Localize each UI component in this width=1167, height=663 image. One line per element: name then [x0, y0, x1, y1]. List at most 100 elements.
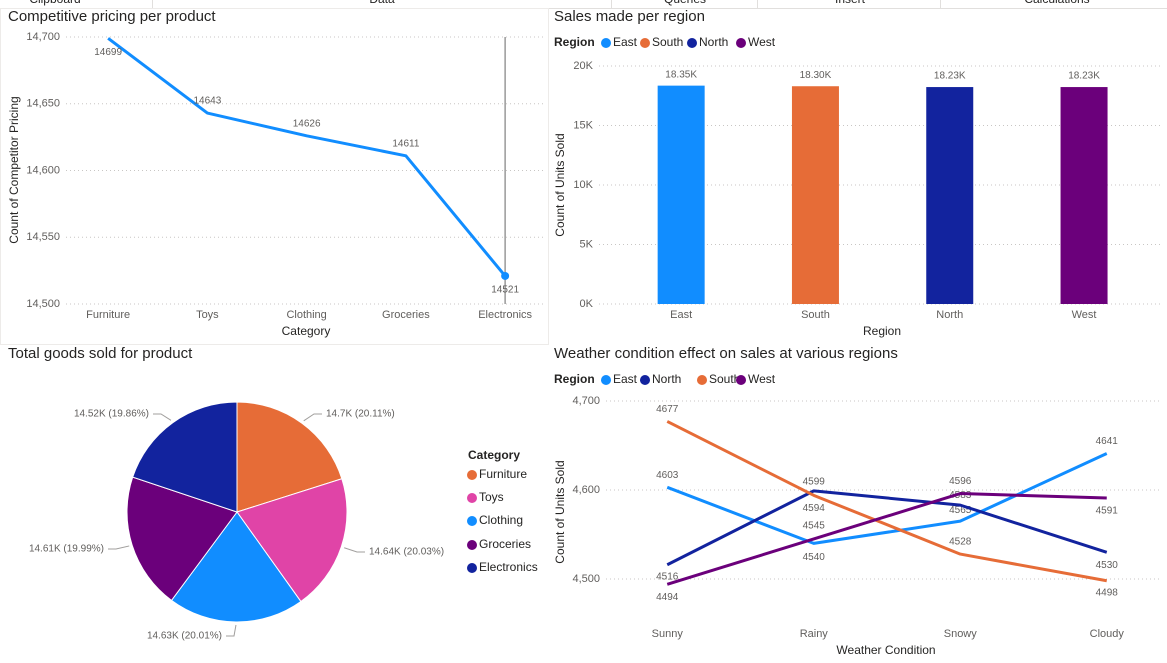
y-axis-title: Count of Units Sold	[553, 460, 567, 563]
pie-slice	[236, 401, 343, 513]
data-label: 4603	[656, 470, 679, 481]
x-tick-label: Cloudy	[1090, 628, 1125, 640]
data-label: 4641	[1096, 436, 1119, 447]
data-label: 14643	[193, 96, 221, 107]
x-axis-title: Region	[863, 324, 901, 338]
data-label: 14626	[293, 118, 321, 129]
leader-line	[344, 547, 365, 553]
legend-marker	[697, 375, 707, 385]
data-label: 4540	[803, 552, 826, 563]
bar	[791, 86, 839, 304]
y-tick-label: 10K	[573, 179, 593, 191]
x-tick-label: Furniture	[86, 309, 130, 321]
data-label: 4494	[656, 592, 679, 603]
x-tick-label: East	[670, 309, 692, 321]
y-tick-label: 0K	[580, 298, 594, 310]
leader-line	[153, 413, 172, 421]
legend-marker	[467, 516, 477, 526]
legend-label[interactable]: North	[652, 372, 681, 386]
legend-label[interactable]: North	[699, 35, 728, 49]
line-series	[666, 492, 1107, 586]
data-label: 18.23K	[934, 71, 966, 82]
pie-slice	[126, 476, 238, 602]
data-label: 14521	[491, 285, 519, 296]
data-label: 18.23K	[1068, 71, 1100, 82]
pie-slice	[170, 511, 302, 623]
point	[501, 271, 510, 280]
legend-label[interactable]: Groceries	[479, 537, 531, 551]
ribbon-group[interactable]: Queries	[664, 0, 706, 6]
leader-line	[226, 624, 237, 637]
y-tick-label: 4,500	[572, 573, 600, 585]
chart-title: Competitive pricing per product	[8, 8, 216, 25]
ribbon-group[interactable]: Clipboard	[29, 0, 80, 6]
legend-marker	[467, 563, 477, 573]
x-tick-label: Snowy	[944, 628, 978, 640]
legend-label[interactable]: Furniture	[479, 467, 527, 481]
data-label: 4565	[949, 505, 972, 516]
data-label: 4528	[949, 537, 972, 548]
legend-marker	[687, 38, 697, 48]
chart-title: Weather condition effect on sales at var…	[554, 345, 898, 362]
legend-marker	[467, 470, 477, 480]
x-axis-title: Weather Condition	[836, 643, 935, 657]
y-tick-label: 20K	[573, 60, 593, 72]
legend-marker	[467, 493, 477, 503]
legend-label[interactable]: Clothing	[479, 513, 523, 527]
y-tick-label: 15K	[573, 119, 593, 131]
data-label: 4583	[949, 490, 972, 501]
x-tick-label: Toys	[196, 309, 219, 321]
data-label: 4498	[1096, 587, 1119, 598]
legend-label[interactable]: Electronics	[479, 560, 538, 574]
line-series	[107, 37, 507, 277]
legend-title: Region	[554, 35, 595, 49]
data-label: 4516	[656, 571, 679, 582]
ribbon-group[interactable]: Data	[369, 0, 395, 6]
data-label: 4591	[1096, 506, 1119, 517]
bar	[657, 85, 705, 304]
chart-title: Total goods sold for product	[8, 345, 193, 362]
data-label: 4599	[803, 477, 826, 488]
y-tick-label: 14,650	[26, 98, 60, 110]
legend-label[interactable]: East	[613, 372, 638, 386]
bar	[926, 87, 974, 304]
y-tick-label: 5K	[580, 238, 594, 250]
ribbon-group[interactable]: Insert	[835, 0, 866, 6]
x-tick-label: Clothing	[286, 309, 326, 321]
data-label: 14.52K (19.86%)	[74, 409, 149, 420]
pie-slice	[132, 401, 238, 513]
data-label: 14611	[392, 138, 420, 149]
legend-label[interactable]: Toys	[479, 490, 504, 504]
legend-marker	[601, 38, 611, 48]
y-tick-label: 14,500	[26, 298, 60, 310]
leader-line	[303, 413, 322, 422]
y-tick-label: 14,700	[26, 31, 60, 43]
legend-title: Category	[468, 448, 520, 462]
legend-label[interactable]: West	[748, 35, 776, 49]
x-tick-label: North	[936, 309, 963, 321]
legend-label[interactable]: West	[748, 372, 776, 386]
legend-label[interactable]: South	[709, 372, 740, 386]
legend-marker	[736, 375, 746, 385]
data-label: 4677	[656, 404, 679, 415]
chart-title: Sales made per region	[554, 8, 705, 25]
x-tick-label: South	[801, 309, 830, 321]
y-tick-label: 4,600	[572, 484, 600, 496]
data-label: 18.35K	[665, 69, 697, 80]
data-label: 14699	[94, 47, 122, 58]
legend-marker	[601, 375, 611, 385]
x-tick-label: Electronics	[478, 309, 532, 321]
legend-label[interactable]: South	[652, 35, 683, 49]
line-series	[666, 420, 1108, 583]
y-axis-title: Count of Units Sold	[553, 133, 567, 236]
data-label: 4596	[949, 476, 972, 487]
legend-label[interactable]: East	[613, 35, 638, 49]
x-tick-label: Sunny	[652, 628, 684, 640]
x-tick-label: Rainy	[800, 628, 829, 640]
legend-marker	[736, 38, 746, 48]
data-label: 14.7K (20.11%)	[326, 409, 395, 420]
legend-marker	[640, 375, 650, 385]
ribbon-group[interactable]: Calculations	[1024, 0, 1089, 6]
data-label: 14.63K (20.01%)	[147, 631, 222, 642]
